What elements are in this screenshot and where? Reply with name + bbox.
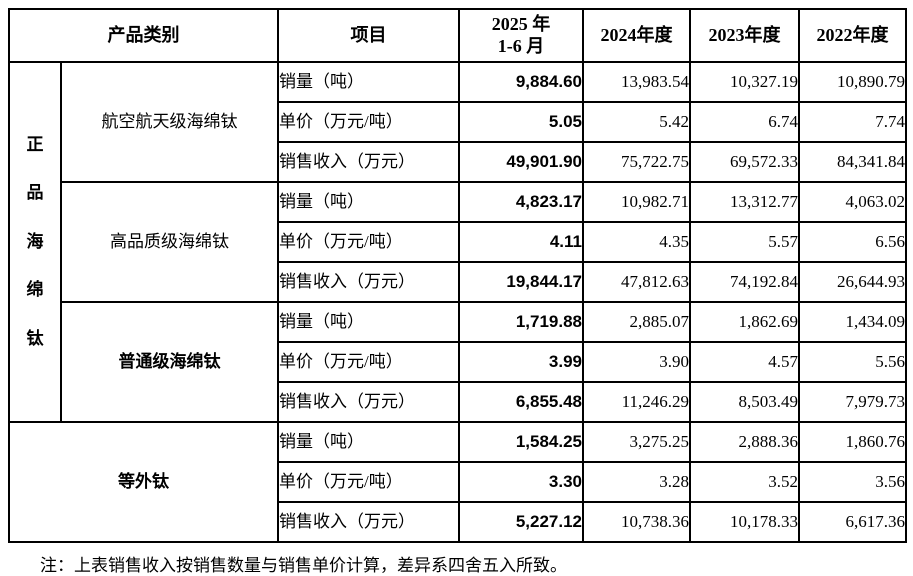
- item-label: 销售收入（万元）: [277, 261, 460, 303]
- table-row: 单价（万元/吨） 3.99 3.90 4.57 5.56: [9, 341, 907, 383]
- header-2023: 2023年度: [689, 8, 800, 63]
- value-2025: 49,901.90: [458, 141, 584, 183]
- value-2023: 5.57: [689, 221, 800, 263]
- value-2022: 6.56: [798, 221, 907, 263]
- header-2025-line1: 2025 年: [491, 13, 551, 34]
- value-2025: 3.99: [458, 341, 584, 383]
- item-label: 销售收入（万元）: [277, 381, 460, 423]
- header-2025-h1: 2025 年 1-6 月: [458, 8, 584, 63]
- value-2022: 7.74: [798, 101, 907, 143]
- table-row: 销售收入（万元） 19,844.17 47,812.63 74,192.84 2…: [9, 261, 907, 303]
- item-label: 销量（吨）: [277, 421, 460, 463]
- value-2024: 4.35: [582, 221, 691, 263]
- value-2022: 26,644.93: [798, 261, 907, 303]
- value-2025: 3.30: [458, 461, 584, 503]
- table-row: 单价（万元/吨） 3.30 3.28 3.52 3.56: [9, 461, 907, 503]
- value-2022: 10,890.79: [798, 61, 907, 103]
- category-off-grade-titanium: 等外钛: [8, 421, 279, 543]
- subcategory-high-quality-grade: 高品质级海绵钛: [60, 181, 279, 303]
- table-row: 销售收入（万元） 6,855.48 11,246.29 8,503.49 7,9…: [9, 381, 907, 423]
- value-2024: 3.90: [582, 341, 691, 383]
- value-2025: 4.11: [458, 221, 584, 263]
- value-2023: 8,503.49: [689, 381, 800, 423]
- table-row: 普通级海绵钛 销量（吨） 1,719.88 2,885.07 1,862.69 …: [9, 301, 907, 423]
- value-2023: 10,178.33: [689, 501, 800, 543]
- document-page: 产品类别 项目 2025 年 1-6 月 2024年度 2023年度 2022年…: [8, 8, 907, 575]
- item-label: 单价（万元/吨）: [277, 341, 460, 383]
- value-2022: 1,434.09: [798, 301, 907, 343]
- category-prime-sponge-titanium: 正品海绵钛: [8, 61, 62, 423]
- value-2025: 1,584.25: [458, 421, 584, 463]
- value-2023: 74,192.84: [689, 261, 800, 303]
- value-2022: 1,860.76: [798, 421, 907, 463]
- item-label: 单价（万元/吨）: [277, 461, 460, 503]
- item-label: 销售收入（万元）: [277, 141, 460, 183]
- value-2022: 84,341.84: [798, 141, 907, 183]
- value-2023: 69,572.33: [689, 141, 800, 183]
- header-2022: 2022年度: [798, 8, 907, 63]
- value-2023: 1,862.69: [689, 301, 800, 343]
- value-2024: 3,275.25: [582, 421, 691, 463]
- value-2024: 10,738.36: [582, 501, 691, 543]
- item-label: 单价（万元/吨）: [277, 101, 460, 143]
- value-2022: 5.56: [798, 341, 907, 383]
- subcategory-aerospace-grade: 航空航天级海绵钛: [60, 61, 279, 183]
- value-2025: 5,227.12: [458, 501, 584, 543]
- value-2022: 7,979.73: [798, 381, 907, 423]
- value-2025: 1,719.88: [458, 301, 584, 343]
- item-label: 单价（万元/吨）: [277, 221, 460, 263]
- table-row: 高品质级海绵钛 销量（吨） 4,823.17 10,982.71 13,312.…: [9, 181, 907, 303]
- item-label: 销售收入（万元）: [277, 501, 460, 543]
- value-2022: 4,063.02: [798, 181, 907, 223]
- value-2022: 6,617.36: [798, 501, 907, 543]
- table-row: 单价（万元/吨） 5.05 5.42 6.74 7.74: [9, 101, 907, 143]
- table-row: 等外钛 销量（吨） 1,584.25 3,275.25 2,888.36 1,8…: [8, 421, 907, 543]
- table-row: 销售收入（万元） 49,901.90 75,722.75 69,572.33 8…: [9, 141, 907, 183]
- item-label: 销量（吨）: [277, 301, 460, 343]
- value-2022: 3.56: [798, 461, 907, 503]
- sponge-titanium-sales-table: 产品类别 项目 2025 年 1-6 月 2024年度 2023年度 2022年…: [8, 8, 907, 543]
- header-2025-line2: 1-6 月: [497, 35, 545, 56]
- value-2025: 9,884.60: [458, 61, 584, 103]
- value-2025: 19,844.17: [458, 261, 584, 303]
- value-2023: 2,888.36: [689, 421, 800, 463]
- value-2024: 10,982.71: [582, 181, 691, 223]
- table-row: 销售收入（万元） 5,227.12 10,738.36 10,178.33 6,…: [9, 501, 907, 543]
- value-2025: 6,855.48: [458, 381, 584, 423]
- value-2024: 11,246.29: [582, 381, 691, 423]
- table-row: 正品海绵钛 航空航天级海绵钛 销量（吨） 9,884.60 13,983.54 …: [8, 61, 907, 423]
- value-2025: 4,823.17: [458, 181, 584, 223]
- category-prime-label: 正品海绵钛: [26, 134, 44, 348]
- header-product-category: 产品类别: [8, 8, 279, 63]
- item-label: 销量（吨）: [277, 181, 460, 223]
- value-2023: 13,312.77: [689, 181, 800, 223]
- value-2024: 47,812.63: [582, 261, 691, 303]
- header-item: 项目: [277, 8, 460, 63]
- item-label: 销量（吨）: [277, 61, 460, 103]
- value-2024: 75,722.75: [582, 141, 691, 183]
- value-2023: 3.52: [689, 461, 800, 503]
- header-2024: 2024年度: [582, 8, 691, 63]
- value-2025: 5.05: [458, 101, 584, 143]
- footnote-partial: 注：上表销售收入按销售数量与销售单价计算，差异系四舍五入所致。: [40, 556, 567, 575]
- value-2024: 5.42: [582, 101, 691, 143]
- subcategory-ordinary-grade: 普通级海绵钛: [60, 301, 279, 423]
- value-2023: 10,327.19: [689, 61, 800, 103]
- value-2024: 13,983.54: [582, 61, 691, 103]
- table-row: 单价（万元/吨） 4.11 4.35 5.57 6.56: [9, 221, 907, 263]
- value-2023: 4.57: [689, 341, 800, 383]
- value-2023: 6.74: [689, 101, 800, 143]
- table-header-row: 产品类别 项目 2025 年 1-6 月 2024年度 2023年度 2022年…: [8, 8, 907, 63]
- value-2024: 2,885.07: [582, 301, 691, 343]
- value-2024: 3.28: [582, 461, 691, 503]
